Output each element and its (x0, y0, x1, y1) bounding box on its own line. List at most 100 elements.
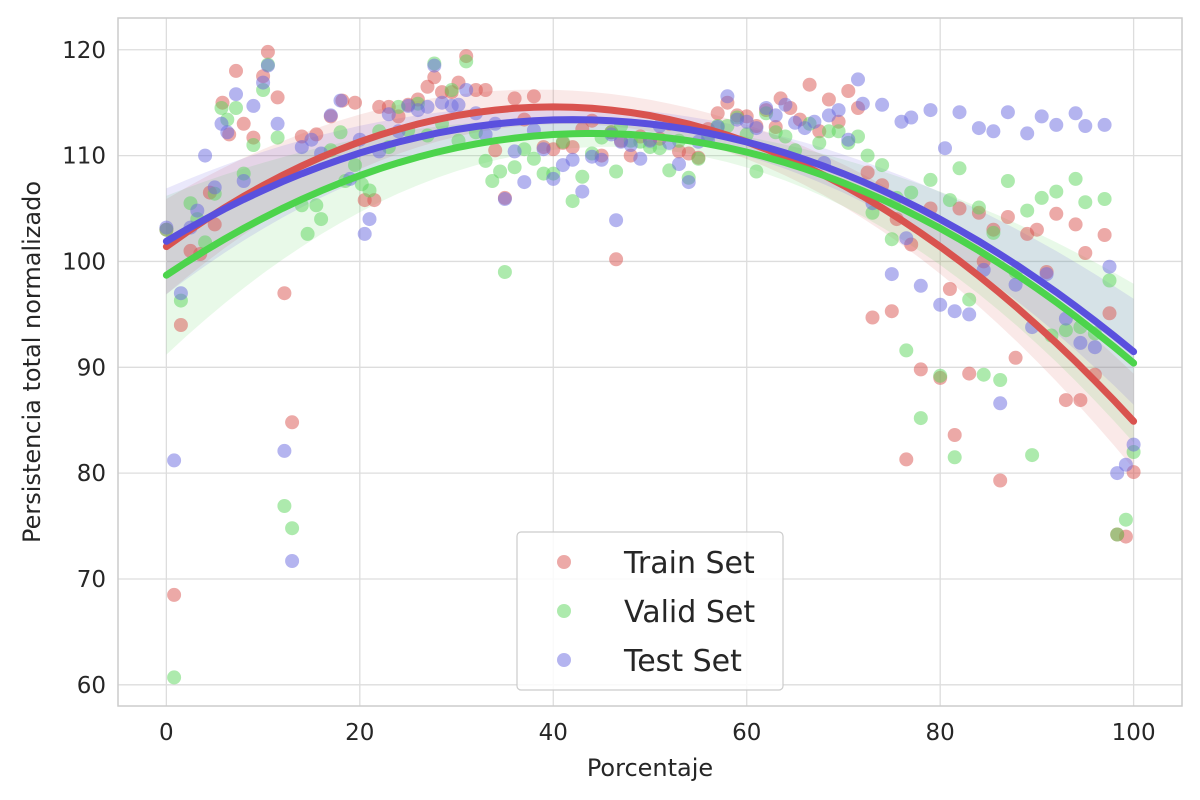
data-point (1078, 246, 1093, 260)
data-point (277, 443, 292, 458)
data-point (1049, 206, 1064, 221)
data-point (1078, 119, 1093, 133)
data-point (720, 89, 735, 104)
data-point (609, 213, 624, 228)
data-point (260, 58, 275, 73)
data-point (691, 151, 706, 166)
data-point (333, 125, 348, 140)
data-point (555, 134, 570, 149)
data-point (710, 106, 725, 121)
data-point (609, 164, 624, 179)
data-point (1102, 306, 1117, 321)
data-point (229, 63, 243, 78)
data-point (220, 125, 235, 140)
data-point (427, 58, 442, 73)
data-point (167, 587, 182, 602)
data-point (277, 499, 292, 513)
data-point (1110, 466, 1125, 481)
legend: Train Set Valid Set Test Set (516, 531, 784, 691)
data-point (260, 44, 275, 59)
data-point (821, 124, 836, 139)
data-point (1118, 457, 1133, 472)
data-point (1039, 267, 1054, 282)
data-point (1073, 335, 1088, 350)
data-point (451, 97, 466, 112)
data-point (236, 116, 251, 131)
y-axis-label: Persistencia total normalizado (18, 181, 46, 543)
data-point (256, 75, 271, 90)
data-point (923, 103, 938, 118)
data-point (507, 91, 522, 106)
data-point (865, 205, 880, 220)
data-point (246, 138, 261, 152)
data-point (173, 286, 188, 301)
data-point (993, 396, 1008, 411)
y-tick-label: 120 (62, 38, 106, 64)
data-point (821, 92, 836, 107)
data-point (517, 175, 532, 190)
data-point (304, 132, 319, 147)
data-point (1073, 393, 1088, 408)
data-point (841, 132, 856, 147)
data-point (357, 226, 372, 241)
data-point (575, 184, 590, 199)
data-point (478, 153, 493, 168)
plot-frame (117, 17, 1183, 707)
data-point (778, 97, 793, 112)
data-point (947, 304, 962, 319)
data-point (913, 278, 928, 293)
data-point (875, 158, 890, 173)
data-point (633, 151, 648, 166)
data-point (947, 428, 962, 442)
fit-curve (162, 129, 1138, 367)
data-point (952, 201, 967, 216)
data-point (768, 108, 783, 123)
data-point (1097, 117, 1112, 132)
data-point (672, 157, 686, 172)
data-point (229, 87, 243, 102)
y-tick-label: 60 (77, 673, 106, 699)
data-point (875, 97, 890, 112)
data-point (362, 212, 377, 227)
data-point (1000, 174, 1015, 188)
data-point (971, 121, 986, 136)
data-point (1118, 512, 1133, 527)
data-point (841, 84, 856, 98)
legend-label: Train Set (623, 546, 755, 581)
data-point (300, 226, 315, 241)
data-point (884, 232, 899, 247)
data-point (952, 105, 967, 120)
data-point (159, 220, 174, 235)
data-point (270, 116, 285, 131)
data-point (1058, 323, 1073, 338)
data-point (348, 158, 362, 173)
data-point (485, 174, 500, 188)
data-point (1034, 109, 1049, 124)
data-point (1029, 222, 1044, 237)
data-point (1034, 190, 1049, 205)
legend-box (516, 531, 784, 691)
data-point (348, 95, 362, 110)
data-point (962, 292, 977, 307)
data-point (173, 318, 188, 332)
y-tick-label: 80 (77, 461, 106, 487)
data-point (884, 304, 899, 319)
data-point (420, 99, 435, 114)
data-point (270, 130, 285, 145)
data-point (962, 366, 977, 381)
x-tick-label: 60 (732, 720, 761, 746)
x-tick-label: 100 (1112, 720, 1156, 746)
data-point (860, 165, 875, 180)
data-point (1097, 192, 1112, 206)
data-point (933, 368, 948, 383)
y-tick-label: 110 (62, 144, 106, 170)
data-point (1068, 106, 1083, 121)
data-point (309, 198, 324, 213)
data-point (860, 148, 875, 163)
data-point (976, 367, 991, 382)
data-point (1068, 171, 1083, 186)
data-point (478, 127, 493, 142)
data-point (749, 121, 764, 136)
data-point (285, 415, 300, 430)
data-point (1126, 437, 1141, 452)
